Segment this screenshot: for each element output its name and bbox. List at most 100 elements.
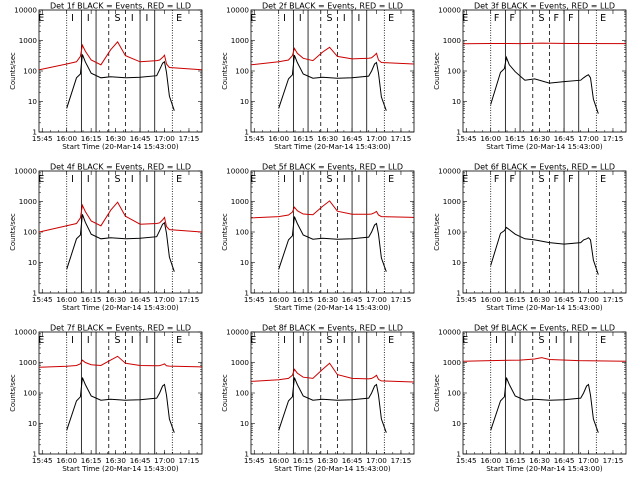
y-axis-label: Counts/sec: [9, 374, 17, 412]
x-tick-label: 17:00: [578, 295, 599, 304]
panel-title: Det 9f BLACK = Events, RED = LLD: [474, 324, 615, 333]
panel-det-8: Det 8f BLACK = Events, RED = LLD 1 10 100 10…: [221, 324, 415, 473]
flag-letter: E: [250, 13, 256, 24]
plot-frame: [250, 9, 415, 133]
panel-det-5: Det 5f BLACK = Events, RED = LLD 1 10 100 10…: [221, 163, 415, 312]
flag-letter: F: [494, 13, 499, 24]
x-tick-label: 17:00: [578, 134, 599, 143]
x-tick-label: 16:00: [268, 456, 289, 465]
x-tick-label: 15:45: [32, 295, 53, 304]
x-tick-label: 17:15: [603, 456, 624, 465]
lld-series-line: [463, 357, 626, 362]
flag-letter: E: [176, 13, 182, 24]
x-tick-label: 15:45: [244, 295, 265, 304]
flag-letter: I: [299, 335, 302, 346]
y-axis-label: Counts/sec: [433, 213, 441, 251]
x-tick-label: 16:30: [529, 134, 550, 143]
panel-title: Det 6f BLACK = Events, RED = LLD: [474, 163, 615, 172]
x-tick-label: 16:15: [293, 134, 314, 143]
x-tick-label: 15:45: [32, 134, 53, 143]
x-tick-label: 16:45: [342, 295, 363, 304]
x-tick-label: 17:15: [179, 456, 200, 465]
flag-letter: E: [388, 335, 394, 346]
flag-letter: S: [539, 13, 545, 24]
y-axis-label: Counts/sec: [9, 213, 17, 251]
flag-letter: E: [462, 13, 468, 24]
flag-letter: E: [250, 174, 256, 185]
y-tick-label: 1: [32, 450, 37, 459]
x-tick-label: 16:30: [529, 295, 550, 304]
flag-letter: I: [357, 174, 360, 185]
y-tick-label: 10: [452, 258, 462, 267]
x-tick-label: 17:00: [154, 134, 175, 143]
x-tick-label: 16:00: [480, 295, 501, 304]
y-tick-label: 1: [244, 289, 249, 298]
panel-title: Det 2f BLACK = Events, RED = LLD: [262, 2, 403, 11]
y-tick-label: 1000: [443, 197, 462, 206]
x-tick-label: 15:45: [456, 456, 477, 465]
y-tick-label: 10000: [14, 328, 37, 337]
x-axis-label: Start Time (20-Mar-14 15:43:00): [486, 464, 603, 473]
flag-letter: E: [176, 174, 182, 185]
flag-letter: S: [327, 174, 333, 185]
x-tick-label: 16:15: [81, 295, 102, 304]
flag-letter: F: [509, 13, 514, 24]
flag-letter: I: [511, 335, 514, 346]
x-tick-label: 16:00: [268, 134, 289, 143]
flag-letter: I: [131, 174, 134, 185]
x-tick-label: 16:00: [56, 134, 77, 143]
flag-letter: I: [71, 174, 74, 185]
x-tick-label: 16:45: [342, 134, 363, 143]
flag-letter: I: [495, 335, 498, 346]
flag-letter: I: [343, 13, 346, 24]
x-tick-label: 16:30: [317, 456, 338, 465]
panel-title: Det 4f BLACK = Events, RED = LLD: [50, 163, 191, 172]
panel-title: Det 5f BLACK = Events, RED = LLD: [262, 163, 403, 172]
plot-frame: [38, 331, 203, 455]
y-tick-label: 10000: [438, 328, 461, 337]
x-tick-label: 15:45: [32, 456, 53, 465]
lld-series-line: [251, 46, 414, 66]
flag-letter: S: [115, 13, 121, 24]
x-tick-label: 16:30: [317, 134, 338, 143]
flag-letter: I: [343, 174, 346, 185]
flag-letter: I: [357, 13, 360, 24]
x-tick-label: 16:15: [81, 134, 102, 143]
x-tick-label: 16:30: [105, 295, 126, 304]
flag-letter: S: [539, 335, 545, 346]
x-tick-label: 17:00: [366, 295, 387, 304]
y-tick-label: 10000: [14, 6, 37, 15]
y-tick-label: 1000: [231, 197, 250, 206]
y-tick-label: 1: [244, 128, 249, 137]
lld-series-line: [39, 355, 202, 368]
flag-letter: F: [554, 174, 559, 185]
panel-title: Det 8f BLACK = Events, RED = LLD: [262, 324, 403, 333]
x-tick-label: 16:00: [56, 456, 77, 465]
y-axis-label: Counts/sec: [221, 374, 229, 412]
events-series-line: [490, 55, 599, 114]
y-tick-label: 1000: [231, 358, 250, 367]
y-tick-label: 1000: [231, 36, 250, 45]
x-axis-label: Start Time (20-Mar-14 15:43:00): [62, 464, 179, 473]
flag-letter: S: [539, 174, 545, 185]
y-tick-label: 100: [23, 228, 37, 237]
flag-letter: E: [462, 335, 468, 346]
events-series-line: [490, 226, 599, 275]
x-tick-label: 16:00: [56, 295, 77, 304]
y-tick-label: 100: [447, 228, 461, 237]
y-axis-label: Counts/sec: [433, 374, 441, 412]
x-axis-label: Start Time (20-Mar-14 15:43:00): [274, 142, 391, 151]
y-tick-label: 100: [447, 389, 461, 398]
lld-series-line: [251, 362, 414, 383]
panel-det-3: Det 3f BLACK = Events, RED = LLD 1 10 100 10…: [433, 2, 627, 151]
x-tick-label: 16:30: [105, 134, 126, 143]
y-tick-label: 1000: [443, 358, 462, 367]
x-tick-label: 17:00: [154, 295, 175, 304]
x-tick-label: 17:15: [603, 134, 624, 143]
plot-frame: [462, 9, 627, 133]
y-tick-label: 10000: [226, 167, 249, 176]
y-tick-label: 1: [244, 450, 249, 459]
plot-frame: [38, 170, 203, 294]
events-series-line: [66, 214, 175, 272]
y-tick-label: 10: [240, 258, 250, 267]
